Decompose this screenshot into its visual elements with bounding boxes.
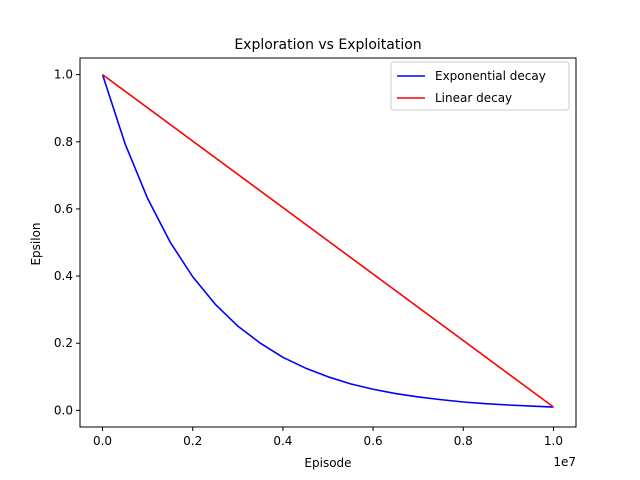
x-axis-offset-text: 1e7 [553,455,576,469]
x-tick-label: 0.0 [93,434,112,448]
chart-title: Exploration vs Exploitation [234,37,421,53]
series-layer [101,73,554,408]
x-tick-label: 1.0 [544,434,563,448]
legend-label: Exponential decay [435,69,546,83]
legend: Exponential decay Linear decay [390,61,570,111]
y-tick-label: 0.6 [54,202,73,216]
series-line-exponential-decay [101,74,554,408]
x-tick-label: 0.4 [273,434,292,448]
legend-box [390,61,570,111]
legend-label: Linear decay [435,91,512,105]
x-axis-label: Episode [304,456,351,470]
y-tick-label: 0.0 [54,403,73,417]
series-line-linear-decay [102,73,554,408]
x-axis-ticks: 0.0 0.2 0.4 0.6 0.8 1.0 [93,427,563,448]
y-axis-label: Epsilon [29,222,43,265]
x-tick-label: 0.6 [364,434,383,448]
y-tick-label: 0.8 [54,135,73,149]
x-tick-label: 0.8 [454,434,473,448]
y-axis-ticks: 0.0 0.2 0.4 0.6 0.8 1.0 [54,68,80,417]
y-tick-label: 0.4 [54,269,73,283]
y-tick-label: 1.0 [54,68,73,82]
y-tick-label: 0.2 [54,336,73,350]
x-tick-label: 0.2 [183,434,202,448]
